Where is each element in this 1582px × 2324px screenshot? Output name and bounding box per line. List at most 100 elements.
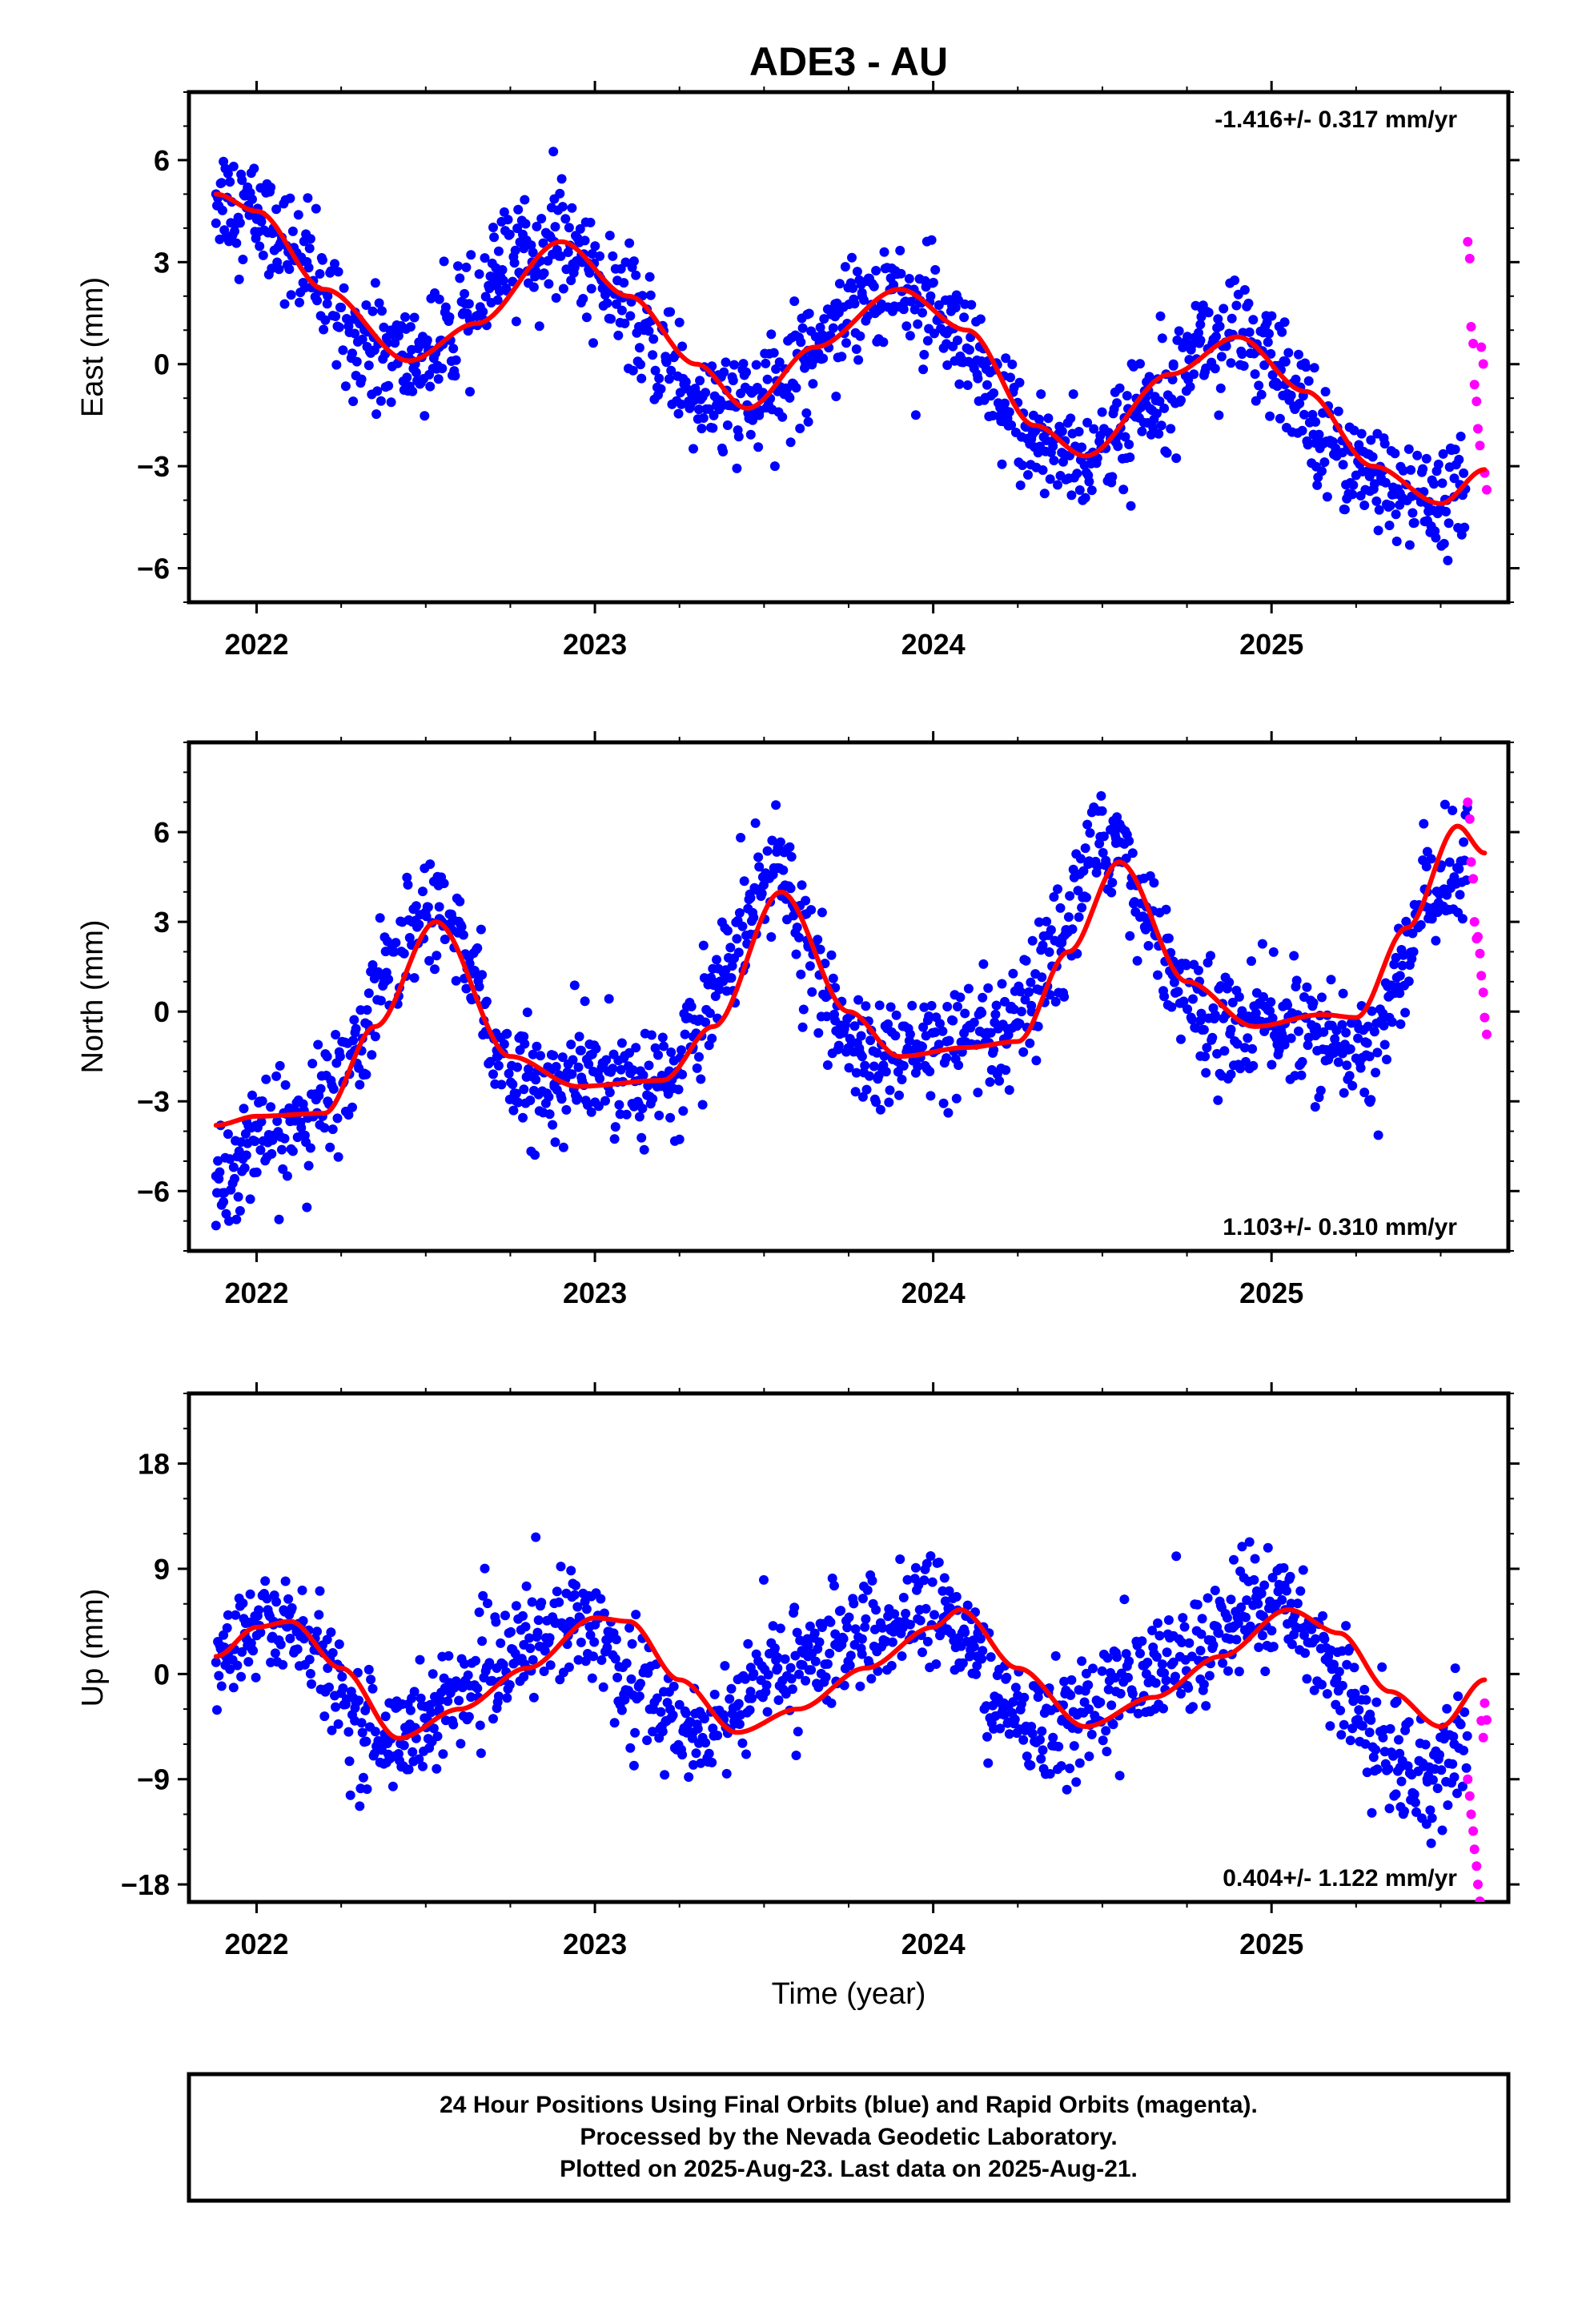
final-orbit-point — [646, 1030, 656, 1040]
final-orbit-point — [456, 922, 467, 932]
final-orbit-point — [813, 1027, 824, 1038]
final-orbit-point — [370, 1031, 380, 1042]
final-orbit-point — [803, 1641, 813, 1651]
final-orbit-point — [1072, 468, 1082, 479]
final-orbit-point — [930, 328, 939, 339]
final-orbit-point — [708, 1723, 718, 1734]
final-orbit-point — [560, 214, 571, 224]
final-orbit-point — [399, 1740, 409, 1751]
final-orbit-point — [701, 388, 711, 398]
final-orbit-point — [1074, 485, 1085, 495]
final-orbit-point — [389, 947, 400, 957]
final-orbit-point — [696, 1074, 706, 1084]
final-orbit-point — [1158, 1703, 1168, 1714]
final-orbit-point — [688, 386, 698, 396]
final-orbit-point — [1151, 408, 1162, 419]
final-orbit-point — [1016, 1007, 1026, 1017]
final-orbit-point — [1359, 1088, 1370, 1098]
final-orbit-point — [1008, 968, 1018, 979]
final-orbit-point — [855, 1681, 865, 1691]
final-orbit-point — [499, 207, 509, 217]
final-orbit-point — [345, 1790, 355, 1800]
final-orbit-point — [1038, 465, 1048, 475]
final-orbit-point — [917, 308, 927, 318]
final-orbit-point — [323, 291, 333, 301]
final-orbit-point — [402, 372, 412, 383]
final-orbit-point — [963, 983, 974, 994]
final-orbit-point — [1174, 326, 1184, 336]
final-orbit-point — [337, 1671, 347, 1682]
final-orbit-point — [219, 1196, 229, 1207]
final-orbit-point — [850, 1087, 861, 1097]
final-orbit-point — [432, 951, 442, 961]
final-orbit-point — [544, 1109, 555, 1120]
final-orbit-point — [520, 1039, 530, 1049]
final-orbit-point — [914, 1605, 925, 1615]
final-orbit-point — [1210, 1586, 1220, 1595]
final-orbit-point — [1018, 1047, 1029, 1057]
final-orbit-point — [873, 1666, 883, 1676]
final-orbit-point — [1253, 1598, 1263, 1609]
final-orbit-point — [513, 204, 524, 215]
final-orbit-point — [942, 328, 952, 339]
final-orbit-point — [1408, 947, 1419, 957]
final-orbit-point — [699, 1714, 709, 1724]
final-orbit-point — [609, 1718, 620, 1728]
final-orbit-point — [305, 1143, 315, 1153]
final-orbit-point — [372, 386, 383, 396]
final-orbit-point — [432, 1731, 443, 1742]
final-orbit-point — [422, 335, 432, 345]
final-orbit-point — [1341, 1621, 1351, 1631]
final-orbit-point — [791, 383, 801, 393]
final-orbit-point — [648, 334, 659, 344]
final-orbit-point — [1026, 1000, 1037, 1011]
final-orbit-point — [450, 371, 460, 381]
final-orbit-point — [1286, 390, 1296, 400]
final-orbit-point — [1200, 1051, 1211, 1062]
final-orbit-point — [850, 1624, 861, 1634]
final-orbit-point — [1444, 857, 1455, 867]
final-orbit-point — [1176, 395, 1186, 405]
final-orbit-point — [531, 1075, 541, 1085]
final-orbit-point — [898, 1060, 909, 1071]
final-orbit-point — [1001, 1065, 1011, 1076]
final-orbit-point — [487, 1675, 497, 1686]
final-orbit-point — [540, 1646, 550, 1656]
final-orbit-point — [286, 290, 296, 300]
final-orbit-point — [211, 1657, 221, 1667]
final-orbit-point — [834, 279, 845, 289]
final-orbit-point — [491, 1617, 501, 1627]
final-orbit-point — [1045, 1769, 1055, 1779]
final-orbit-point — [1415, 920, 1426, 930]
final-orbit-point — [707, 1033, 717, 1043]
final-orbit-point — [1253, 1015, 1263, 1026]
final-orbit-point — [624, 1047, 635, 1058]
final-orbit-point — [681, 1708, 691, 1719]
final-orbit-point — [620, 257, 631, 267]
final-orbit-point — [754, 862, 765, 872]
final-orbit-point — [773, 1652, 783, 1663]
final-orbit-point — [1156, 420, 1166, 431]
final-orbit-point — [738, 359, 749, 369]
rapid-orbit-point — [1469, 1844, 1480, 1855]
final-orbit-point — [1287, 1639, 1297, 1650]
final-orbit-point — [610, 1122, 620, 1132]
final-orbit-point — [775, 1623, 785, 1634]
final-orbit-point — [804, 308, 814, 319]
final-orbit-point — [587, 1673, 597, 1683]
rapid-orbit-point — [1463, 1774, 1473, 1784]
final-orbit-point — [254, 1605, 264, 1615]
final-orbit-point — [855, 331, 865, 341]
final-orbit-point — [1074, 912, 1084, 923]
final-orbit-point — [867, 1575, 877, 1586]
final-orbit-point — [1066, 490, 1077, 501]
final-orbit-point — [550, 222, 560, 232]
final-orbit-point — [1354, 440, 1364, 450]
final-orbit-point — [231, 238, 242, 248]
final-orbit-point — [844, 1063, 854, 1073]
final-orbit-point — [1107, 878, 1118, 888]
final-orbit-point — [1447, 806, 1458, 815]
final-orbit-point — [1338, 988, 1348, 999]
final-orbit-point — [948, 1015, 958, 1026]
final-orbit-point — [361, 1736, 371, 1747]
